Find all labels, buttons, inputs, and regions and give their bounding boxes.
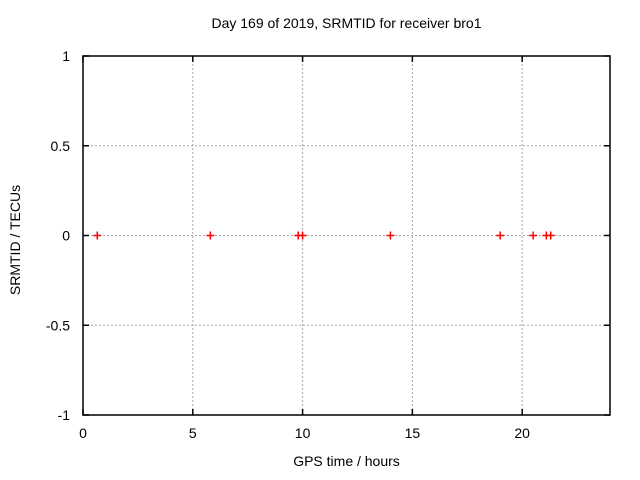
x-axis-label: GPS time / hours: [293, 453, 400, 469]
data-point-marker: [386, 231, 395, 240]
x-tick-label: 0: [79, 425, 87, 441]
data-point-marker: [496, 231, 505, 240]
y-tick-label: -0.5: [46, 317, 70, 333]
x-tick-label: 10: [295, 425, 311, 441]
chart-title: Day 169 of 2019, SRMTID for receiver bro…: [211, 15, 482, 31]
y-tick-label: -1: [58, 407, 71, 423]
x-tick-label: 20: [514, 425, 530, 441]
data-point-marker: [546, 231, 555, 240]
y-tick-label: 1: [62, 48, 70, 64]
data-point-marker: [298, 231, 307, 240]
y-tick-label: 0: [62, 228, 70, 244]
data-point-marker: [529, 231, 538, 240]
x-tick-label: 15: [405, 425, 421, 441]
x-tick-label: 5: [189, 425, 197, 441]
data-point-marker: [93, 231, 102, 240]
y-tick-label: 0.5: [51, 138, 71, 154]
data-point-marker: [206, 231, 215, 240]
